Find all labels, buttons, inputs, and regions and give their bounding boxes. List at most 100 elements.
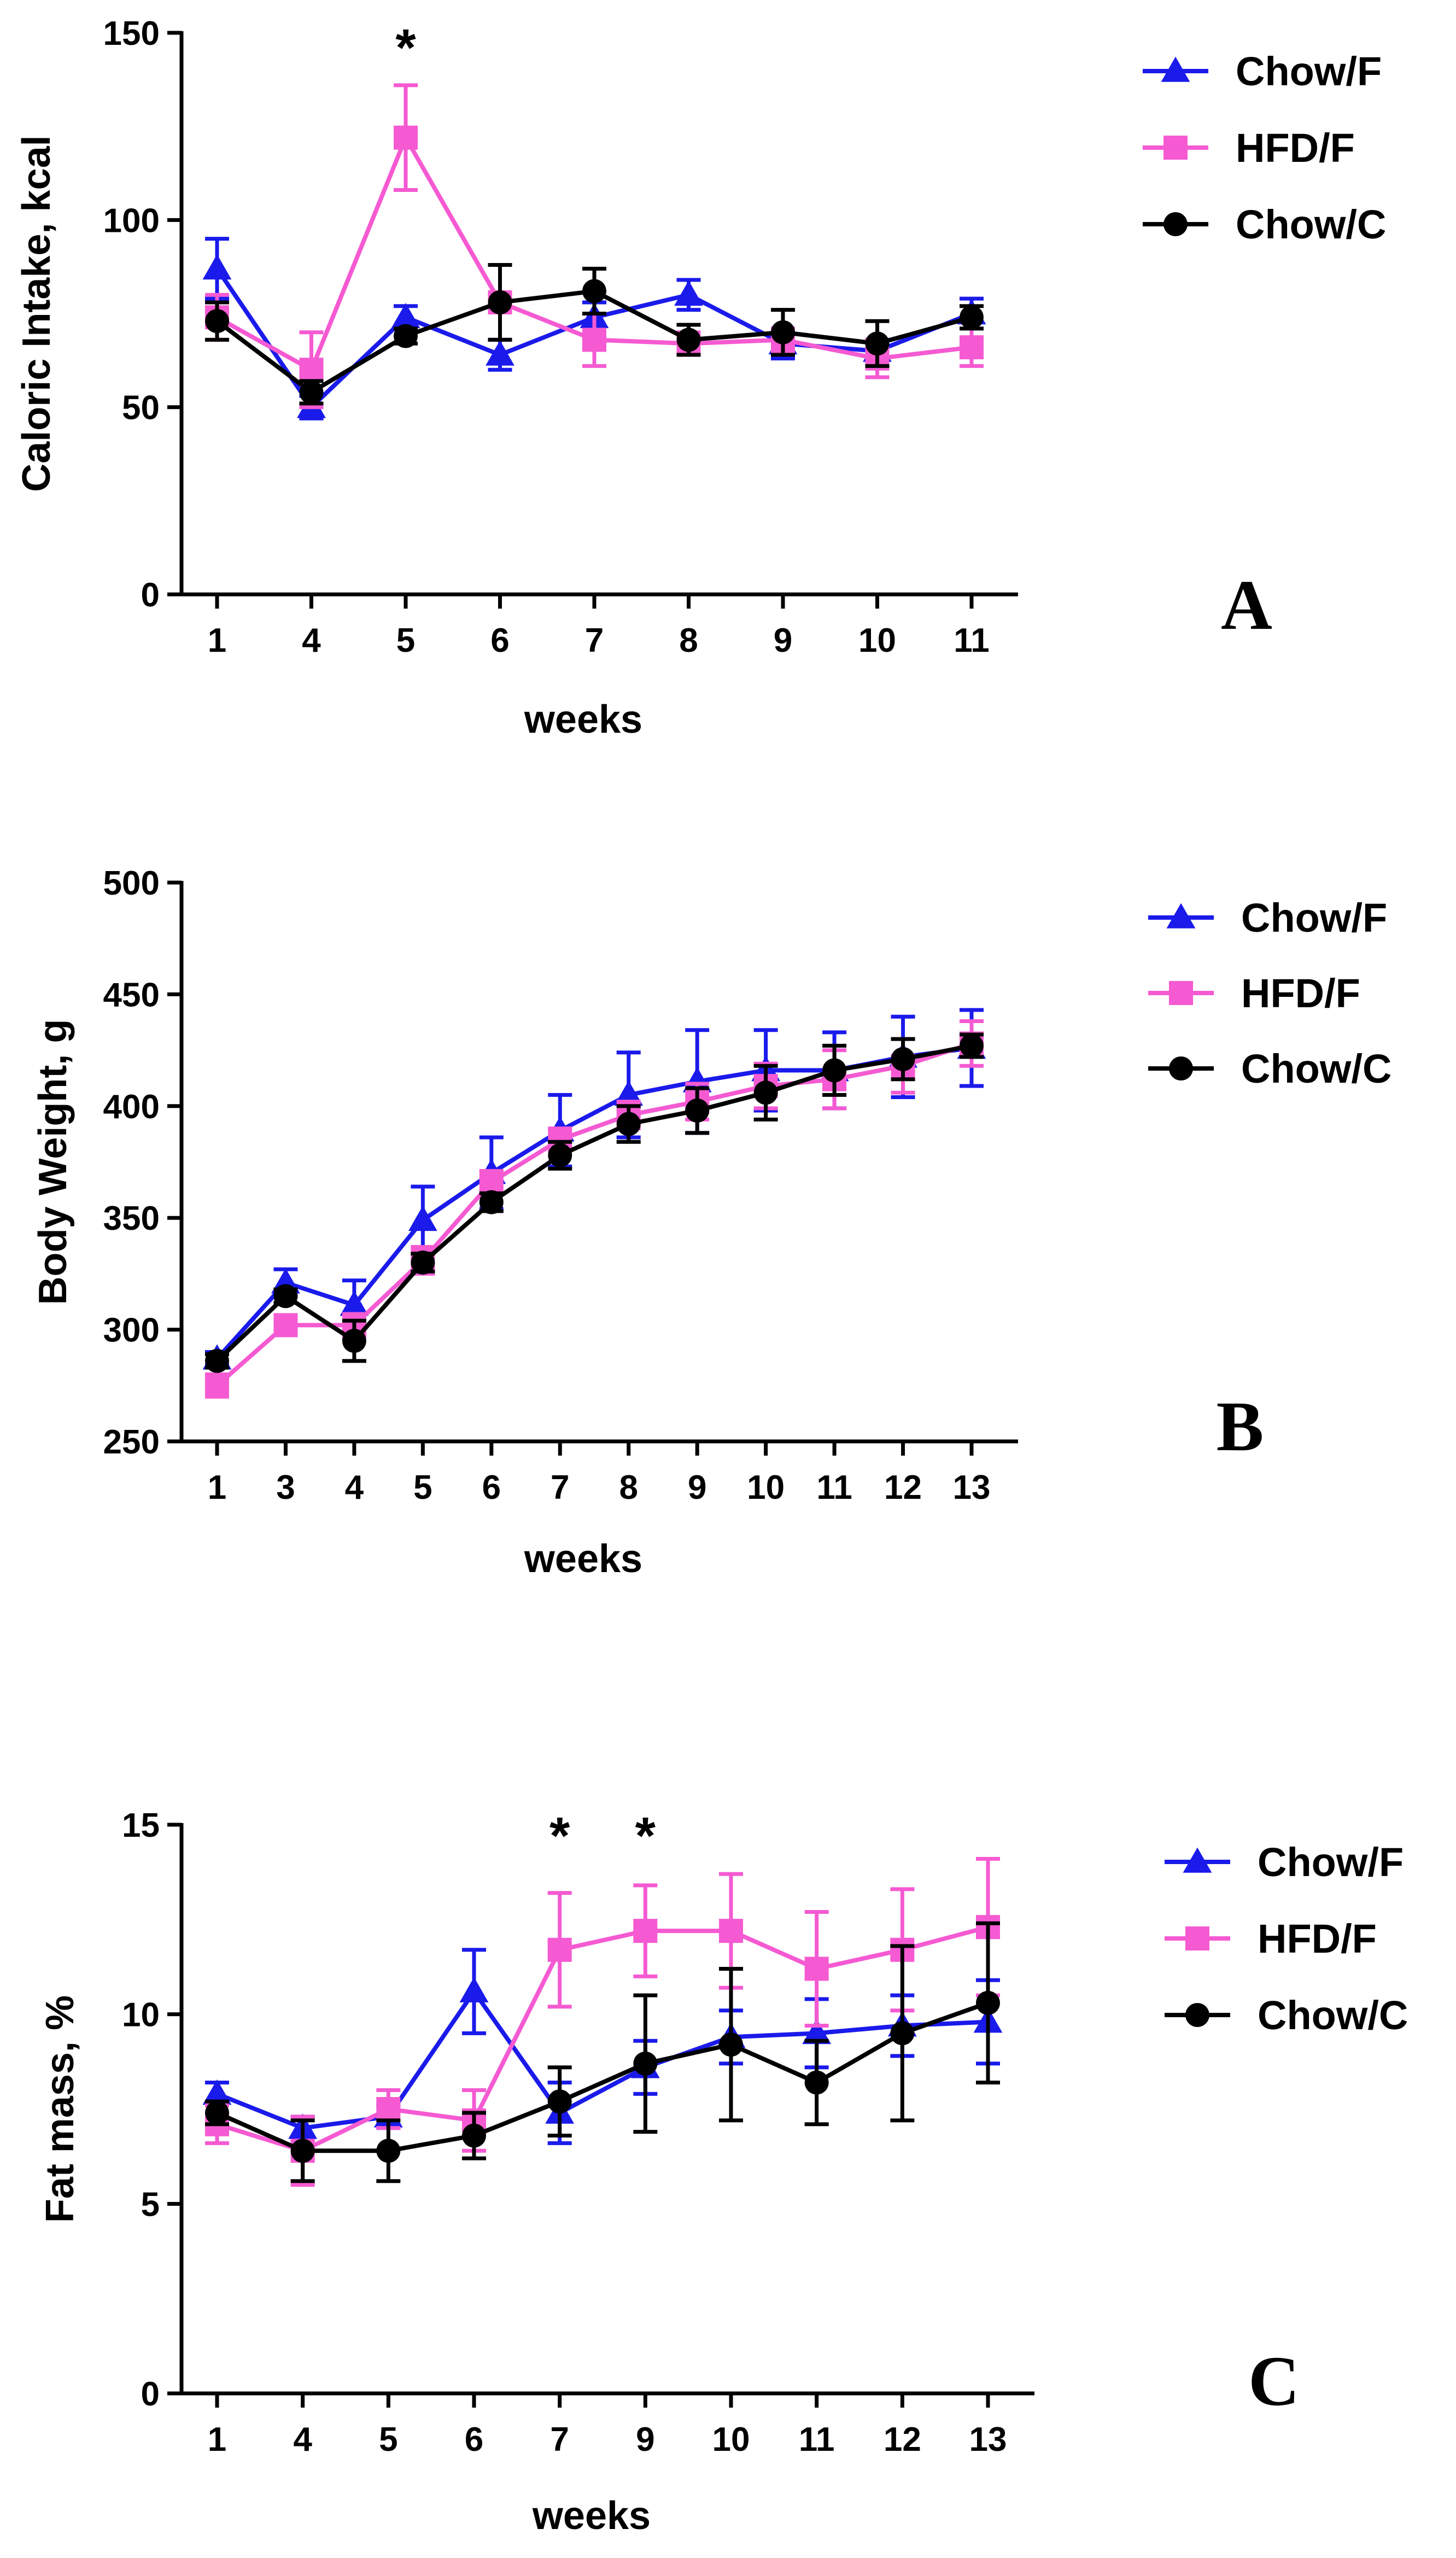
data-point (202, 2079, 232, 2105)
data-point (459, 1977, 489, 2002)
x-tick-label: 6 (465, 2421, 483, 2458)
series-hfd-f (205, 1019, 984, 1399)
x-tick-label: 8 (619, 1469, 638, 1506)
x-axis-label: weeks (524, 1537, 642, 1581)
data-point (674, 280, 703, 306)
data-point (771, 320, 795, 344)
series-chow-c (205, 1032, 984, 1373)
x-tick-label: 12 (884, 2421, 921, 2458)
y-tick-label: 250 (103, 1423, 160, 1461)
x-tick-label: 1 (208, 2421, 226, 2458)
x-tick-label: 1 (208, 1469, 226, 1506)
legend-marker (1185, 1926, 1209, 1950)
x-tick-label: 9 (688, 1469, 706, 1506)
data-point (479, 1190, 504, 1214)
data-point (719, 2033, 743, 2057)
data-point (462, 2123, 486, 2148)
legend-label-chow-c: Chow/C (1241, 1046, 1391, 1091)
data-point (804, 2070, 829, 2095)
series-line (216, 2001, 989, 2153)
x-tick-label: 9 (774, 622, 792, 659)
x-axis-label: weeks (524, 698, 642, 741)
data-point (391, 302, 420, 329)
legend-marker (1161, 56, 1190, 82)
series-hfd-f (205, 83, 984, 410)
y-axis-label: Fat mass, % (38, 1995, 82, 2223)
data-point (804, 1957, 829, 1981)
legend-label-hfd-f: HFD/F (1258, 1916, 1377, 1961)
data-point (753, 1081, 778, 1105)
x-tick-label: 4 (293, 2421, 312, 2458)
x-tick-label: 3 (276, 1469, 295, 1506)
legend: Chow/F HFD/F Chow/C (1143, 49, 1386, 247)
data-point (802, 2018, 832, 2045)
data-point (633, 1919, 658, 1943)
x-tick-label: 7 (550, 2421, 569, 2458)
data-point (273, 1313, 298, 1338)
data-point (547, 2089, 572, 2114)
data-point (719, 1919, 743, 1943)
data-point (890, 2021, 915, 2046)
significance-star: * (395, 19, 416, 77)
data-point (376, 2139, 401, 2163)
legend-marker (1183, 1847, 1212, 1873)
y-tick-label: 0 (141, 576, 160, 614)
y-tick-label: 15 (122, 1807, 160, 1844)
x-tick-label: 7 (551, 1469, 569, 1506)
x-tick-label: 5 (396, 622, 415, 659)
x-tick-label: 10 (858, 622, 896, 659)
series-line (215, 1041, 973, 1387)
legend-marker (1169, 1056, 1193, 1081)
data-point (408, 1205, 437, 1231)
x-tick-label: 4 (345, 1469, 364, 1506)
legend-label-chow-c: Chow/C (1258, 1993, 1408, 2038)
y-axis-label: Body Weight, g (31, 1019, 75, 1305)
data-point (299, 358, 324, 382)
x-tick-label: 6 (490, 622, 509, 659)
x-tick-label: 12 (884, 1469, 922, 1506)
y-tick-label: 150 (103, 15, 160, 52)
series-hfd-f (205, 1856, 1000, 2187)
y-tick-label: 100 (103, 202, 160, 240)
series-chow-c (205, 262, 984, 406)
x-tick-label: 13 (953, 1469, 991, 1506)
y-tick-label: 0 (141, 2375, 160, 2413)
data-point (340, 1290, 369, 1316)
data-point (960, 1033, 984, 1058)
data-point (548, 1143, 572, 1167)
data-point (376, 2097, 401, 2121)
data-point (614, 1080, 644, 1106)
data-point (822, 1058, 847, 1083)
legend-label-hfd-f: HFD/F (1241, 971, 1360, 1016)
data-point (205, 2100, 229, 2125)
x-tick-label: 10 (747, 1469, 785, 1506)
legend-marker (1166, 903, 1196, 928)
x-tick-label: 5 (413, 1469, 432, 1506)
y-tick-label: 50 (122, 389, 160, 427)
data-point (273, 1284, 298, 1309)
data-point (290, 2139, 315, 2163)
x-tick-label: 8 (679, 622, 698, 659)
data-point (616, 1112, 641, 1136)
data-point (205, 1373, 229, 1398)
data-point (865, 331, 890, 356)
data-point (394, 324, 418, 348)
significance-star: * (635, 1807, 656, 1865)
data-point (960, 335, 984, 360)
data-point (685, 1098, 710, 1123)
data-point (205, 309, 229, 334)
y-tick-label: 350 (103, 1200, 160, 1237)
y-tick-label: 400 (103, 1088, 160, 1126)
data-point (394, 125, 418, 150)
y-tick-label: 10 (122, 1996, 160, 2034)
data-point (960, 305, 984, 330)
series-line (215, 1046, 972, 1360)
legend-label-chow-c: Chow/C (1236, 202, 1386, 247)
data-point (676, 328, 701, 352)
legend-marker (1185, 2003, 1209, 2027)
legend-marker (1163, 212, 1188, 236)
series-line (216, 1925, 989, 2153)
y-tick-label: 5 (141, 2186, 160, 2223)
